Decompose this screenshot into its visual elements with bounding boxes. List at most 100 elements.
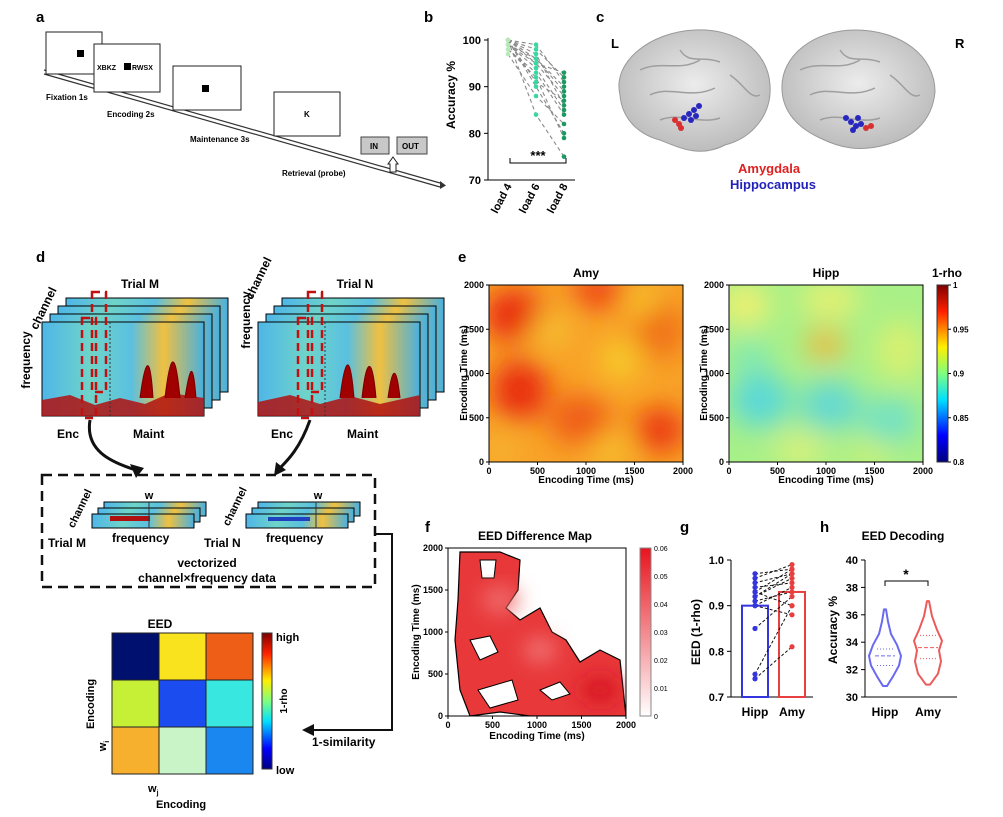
vector-trial-m-label: Trial M (48, 536, 86, 550)
h-violin (913, 600, 943, 686)
b-point (561, 121, 567, 127)
b-point (561, 131, 567, 136)
panel-d: d Trial M Trial N frequency (19, 249, 445, 811)
svg-text:IN: IN (370, 142, 378, 151)
h-ytick-label: 36 (846, 610, 858, 622)
g-point-hipp (752, 625, 758, 632)
b-point (561, 112, 567, 117)
label-fixation: Fixation 1s (46, 93, 88, 102)
g-pair-line (754, 568, 793, 593)
h-significance: * (903, 566, 909, 582)
g-point-amy (789, 589, 795, 595)
xtick-label: 2000 (616, 720, 636, 730)
b-point (505, 37, 511, 43)
g-point-hipp (752, 676, 758, 682)
g-pair-line (754, 605, 793, 616)
b-point (561, 107, 567, 113)
probe-letter: K (304, 110, 310, 119)
amy-heatmap-title: Amy (573, 266, 599, 280)
h-ytick-label: 32 (846, 665, 858, 677)
eed-cell (158, 726, 207, 775)
ytick-label: 500 (709, 413, 724, 423)
eed-title: EED (148, 617, 173, 631)
f-ticks: 0 500 1000 1500 2000 0 500 1000 1500 2000 (423, 543, 636, 730)
h-ylabel: Accuracy % (826, 596, 840, 664)
b-point (561, 84, 567, 89)
amygdala-legend: Amygdala (738, 161, 801, 176)
eed-ylabel: Encoding (85, 679, 97, 729)
panel-b: b Accuracy % 70 80 90 100 load 4 load 6 load … (424, 9, 575, 215)
hipp-heatmap (729, 285, 923, 462)
label-maintenance: Maintenance 3s (190, 135, 250, 144)
b-point (533, 93, 539, 99)
trial-m-spectrograms (41, 290, 229, 420)
svg-text:channel: channel (66, 487, 95, 530)
b-ytick-label: 70 (469, 175, 481, 187)
panel-label-a: a (36, 9, 45, 26)
cb-tick-label: 0.85 (953, 414, 969, 423)
b-point (561, 70, 567, 75)
g-point-hipp (752, 584, 758, 591)
svg-text:frequency: frequency (112, 531, 170, 545)
eed-colorbar (261, 632, 273, 770)
g-xtick-label: Amy (779, 705, 805, 719)
panel-h: h EED Decoding Accuracy % 30 32 34 36 38 40 Hi… (820, 519, 957, 719)
g-point-hipp (752, 598, 758, 604)
ytick-label: 1000 (464, 369, 484, 379)
g-point-hipp (752, 593, 758, 600)
panel-label-c: c (596, 9, 604, 26)
d-frequency-label-m: frequency (19, 331, 33, 389)
g-point-amy (789, 561, 795, 568)
b-point (561, 103, 567, 108)
g-point-hipp (752, 603, 758, 609)
b-point (533, 51, 539, 57)
ytick-label: 0 (438, 711, 443, 721)
xtick-label: 500 (770, 466, 785, 476)
eed-xlabel: Encoding (156, 799, 206, 811)
g-bar-chart: 0.7 0.8 0.9 1.0 Hipp Amy (709, 555, 806, 719)
eed-cell (111, 679, 160, 728)
b-ylabel: Accuracy % (444, 61, 458, 129)
h-xtick-label: Amy (915, 705, 941, 719)
g-point-hipp (752, 589, 758, 595)
b-xtick-label: load 8 (545, 182, 571, 216)
f-cb-tick-label: 0.05 (654, 574, 668, 581)
h-title: EED Decoding (862, 529, 945, 543)
vectorized-box (40, 473, 377, 589)
g-point-amy (789, 644, 795, 650)
left-hemisphere-label: L (611, 36, 619, 51)
eed-cell (111, 726, 160, 775)
cb-tick-label: 0.9 (953, 370, 965, 379)
b-point (533, 75, 539, 80)
arrow-n-icon (278, 419, 312, 470)
ytick-label: 2000 (464, 280, 484, 290)
f-cb-tick-label: 0.02 (654, 658, 668, 665)
xtick-label: 0 (486, 466, 491, 476)
ytick-label: 1500 (423, 585, 443, 595)
ytick-label: 1500 (704, 324, 724, 334)
b-subject-lines (505, 37, 567, 159)
ytick-label: 500 (469, 413, 484, 423)
b-yticks: 70 80 90 100 (463, 35, 488, 187)
f-title: EED Difference Map (478, 529, 592, 543)
xtick-label: 0 (445, 720, 450, 730)
b-point (533, 79, 539, 85)
b-xticks: load 4 load 6 load 8 (489, 181, 571, 215)
eed-colorbar-label: 1-rho (279, 689, 290, 714)
trial-m-title: Trial M (121, 277, 159, 291)
b-point (533, 84, 539, 89)
g-point-amy (789, 571, 795, 577)
h-sig-bracket (884, 580, 929, 586)
in-button (360, 136, 390, 155)
difference-map (448, 548, 626, 716)
b-ytick-label: 100 (463, 35, 481, 47)
panel-label-g: g (680, 519, 689, 536)
b-point (561, 135, 567, 141)
trial-n-title: Trial N (337, 277, 374, 291)
cb-tick-label: 0.8 (953, 458, 965, 467)
fixation-screen (45, 31, 103, 75)
xtick-label: 500 (530, 466, 545, 476)
left-brain-image (618, 29, 771, 152)
h-ytick-label: 34 (846, 637, 859, 649)
ytick-label: 1000 (423, 627, 443, 637)
